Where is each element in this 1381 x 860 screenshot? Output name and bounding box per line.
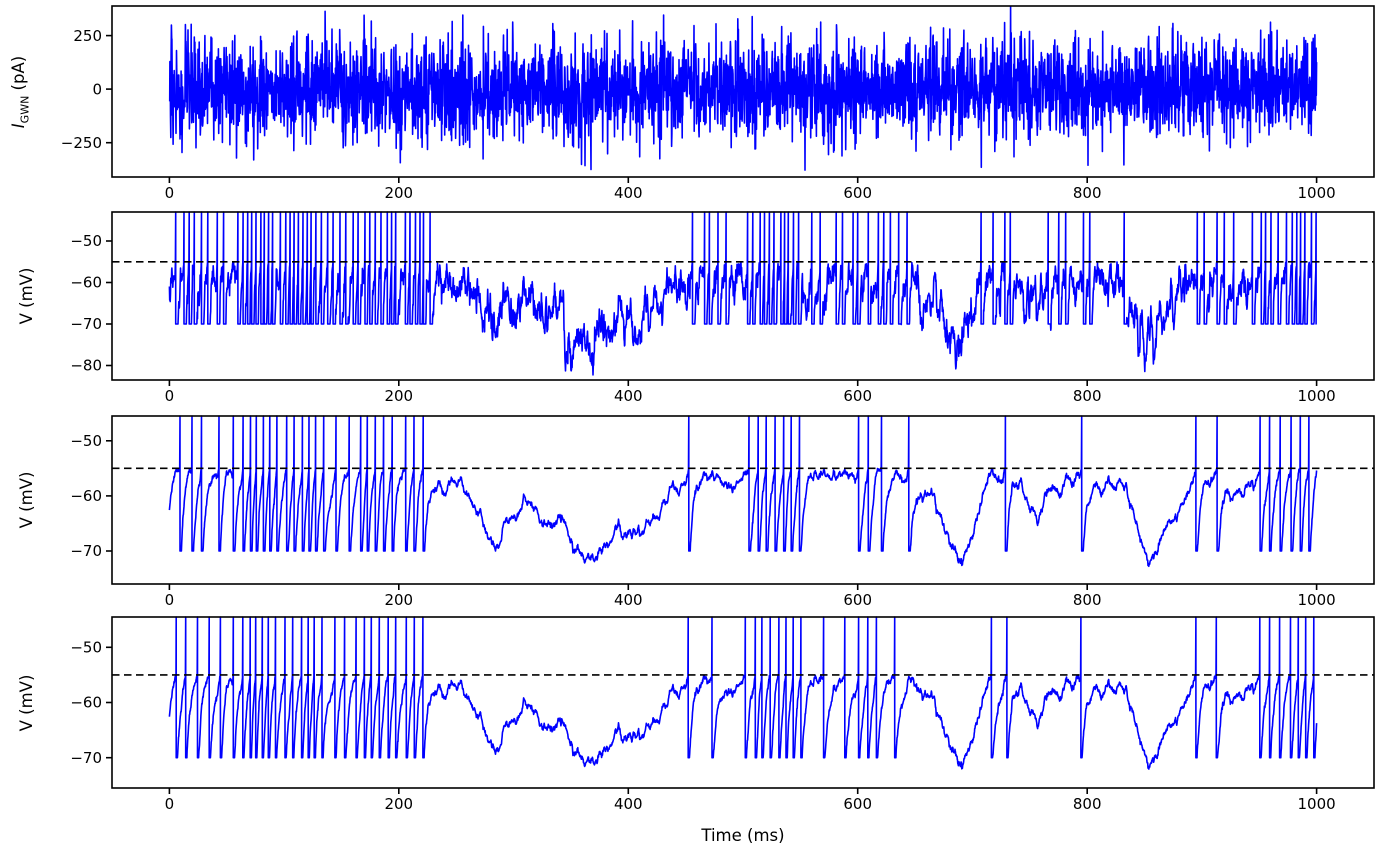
y-tick-label: −50	[70, 432, 102, 450]
x-tick-label: 1000	[1298, 795, 1336, 813]
y-tick-label: −250	[61, 134, 102, 152]
voltage-trace	[168, 211, 1318, 376]
y-tick-label: −60	[70, 487, 102, 505]
x-tick-label: 0	[165, 591, 175, 609]
y-tick-label: −70	[70, 315, 102, 333]
y-tick-label: −70	[70, 749, 102, 767]
axes-frame	[111, 211, 1375, 381]
y-tick-label: −70	[70, 542, 102, 560]
x-tick-label: 0	[165, 387, 175, 405]
subplot-voltage-lif-2: 0 200 400 600 800 1000 −50 −60 −70	[70, 616, 1375, 813]
voltage-trace	[168, 616, 1318, 770]
x-tick-label: 1000	[1298, 184, 1336, 202]
voltage-trace	[168, 415, 1318, 568]
x-tick-label: 400	[614, 184, 643, 202]
subplot-voltage-lif: 0 200 400 600 800 1000 −50 −60 −70	[70, 415, 1375, 609]
x-tick-label: 200	[384, 387, 413, 405]
x-tick-label: 1000	[1298, 387, 1336, 405]
y-tick-label: 250	[73, 27, 102, 45]
x-tick-label: 0	[165, 184, 175, 202]
axes-frame	[111, 415, 1375, 585]
x-tick-label: 800	[1073, 795, 1102, 813]
subplot-input-current: 0 200 400 600 800 1000 250 0 −250	[61, 5, 1375, 202]
y-tick-label: −50	[70, 232, 102, 250]
y-tick-label: −80	[70, 357, 102, 375]
x-axis-label: Time (ms)	[701, 826, 785, 845]
y-tick-label: 0	[92, 80, 102, 98]
x-tick-label: 800	[1073, 387, 1102, 405]
y-tick-label: −60	[70, 274, 102, 292]
x-tick-label: 600	[843, 591, 872, 609]
x-tick-label: 200	[384, 591, 413, 609]
current-trace	[168, 5, 1318, 171]
x-tick-label: 800	[1073, 184, 1102, 202]
axes-frame	[111, 5, 1375, 178]
subplot-voltage-noisy-lif: 0 200 400 600 800 1000 −50 −60 −70 −80	[70, 211, 1375, 405]
x-tick-label: 600	[843, 387, 872, 405]
y-tick-label: −50	[70, 639, 102, 657]
x-tick-label: 600	[843, 795, 872, 813]
x-tick-label: 400	[614, 591, 643, 609]
x-tick-label: 400	[614, 387, 643, 405]
x-tick-label: 600	[843, 184, 872, 202]
x-tick-label: 800	[1073, 591, 1102, 609]
y-tick-label: −60	[70, 694, 102, 712]
x-tick-label: 0	[165, 795, 175, 813]
x-tick-label: 1000	[1298, 591, 1336, 609]
x-tick-label: 200	[384, 795, 413, 813]
x-tick-label: 200	[384, 184, 413, 202]
x-tick-label: 400	[614, 795, 643, 813]
